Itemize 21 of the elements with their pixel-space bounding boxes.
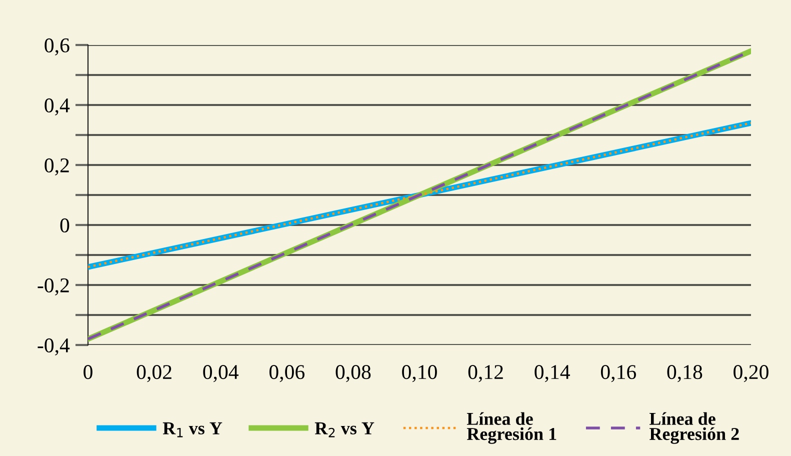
x-tick-label: 0,04	[203, 365, 239, 382]
x-tick-label: 0,08	[336, 365, 371, 382]
x-tick-label: 0,10	[402, 365, 437, 382]
y-tick-label: 0	[60, 218, 70, 232]
x-tick-label: 0,16	[600, 365, 636, 382]
legend-label: Línea de Regresión 1	[466, 412, 556, 444]
x-tick-label: 0	[84, 365, 92, 380]
x-tick-label: 0,12	[468, 365, 503, 382]
x-tick-label: 0,02	[136, 365, 172, 382]
y-tick-label: 0,6	[44, 38, 70, 56]
x-tick-label: 0,20	[734, 365, 768, 382]
y-tick-label: 0,2	[44, 158, 69, 176]
y-tick-label: 0,4	[44, 98, 70, 116]
x-tick-label: 0,14	[534, 365, 570, 382]
x-tick-label: 0,06	[269, 365, 305, 382]
legend-label: R$_{2}$ vs Y	[314, 422, 374, 438]
y-tick-label: -0,4	[38, 338, 70, 356]
x-tick-label: 0,18	[667, 365, 702, 382]
legend-label: Línea de Regresión 2	[649, 412, 739, 444]
legend-label: R$_{1}$ vs Y	[162, 422, 222, 438]
y-tick-label: -0,2	[38, 278, 69, 296]
